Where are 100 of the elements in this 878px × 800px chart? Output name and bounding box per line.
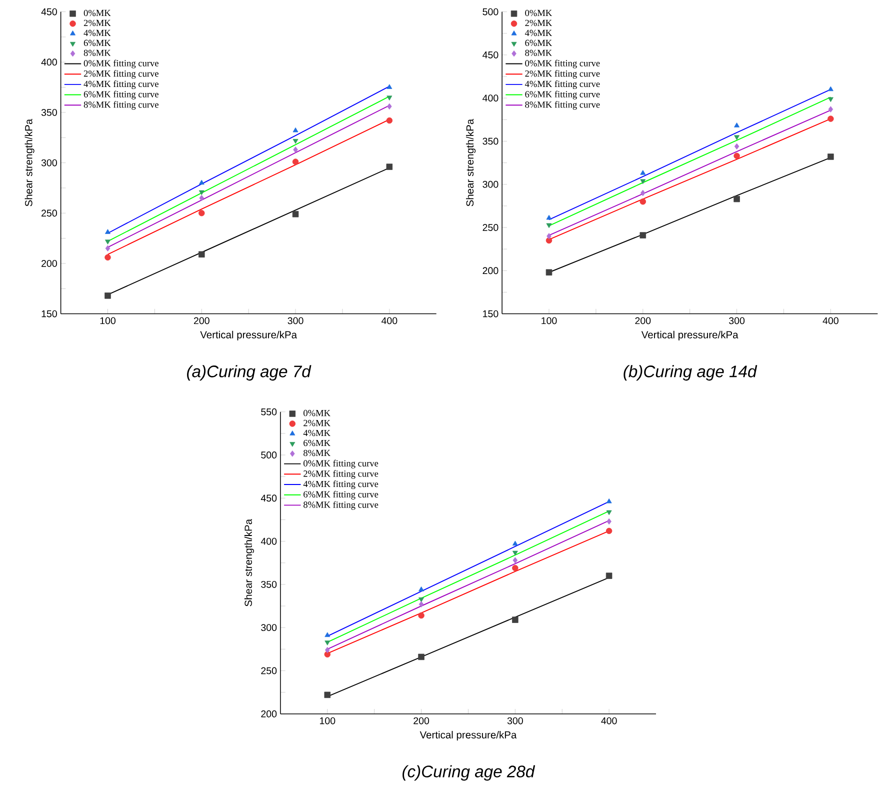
y-tick-label: 250 <box>42 210 57 217</box>
point <box>546 214 552 220</box>
point <box>734 135 740 140</box>
point <box>828 154 834 160</box>
y-tick-label: 500 <box>261 451 277 458</box>
y-axis-title: Shear strength/kPa <box>244 518 254 606</box>
legend-label: 6%MK fitting curve <box>525 90 600 100</box>
point <box>828 106 834 112</box>
legend-label: 0%MK <box>304 410 330 416</box>
legend-label: 4%MK <box>84 30 111 36</box>
x-tick-label: 200 <box>414 717 430 724</box>
legend-label: 6%MK fitting curve <box>84 90 158 100</box>
point <box>606 528 612 534</box>
legend-label: 0%MK fitting curve <box>84 60 158 68</box>
point <box>324 651 331 658</box>
point <box>640 232 646 238</box>
point <box>418 586 424 592</box>
legend-label: 4%MK fitting curve <box>84 80 158 89</box>
point <box>512 616 518 623</box>
y-tick-label: 300 <box>261 624 277 631</box>
point <box>386 164 393 170</box>
legend-label: 8%MK <box>304 450 330 456</box>
y-tick-label: 200 <box>42 260 57 267</box>
point <box>387 103 392 110</box>
x-tick-label: 100 <box>320 717 336 724</box>
x-tick-label: 400 <box>601 717 617 724</box>
point <box>292 158 299 165</box>
point <box>640 190 646 196</box>
text: (b)Curing age 14d <box>624 365 758 381</box>
y-tick-label: 250 <box>261 667 277 674</box>
legend-label: 2%MK fitting curve <box>525 70 600 79</box>
point <box>828 97 834 102</box>
y-tick-label: 450 <box>41 8 57 16</box>
point <box>324 640 330 646</box>
point <box>324 646 330 654</box>
point <box>198 190 204 196</box>
text: (c)Curing age 28d <box>402 765 536 781</box>
y-tick-label: 250 <box>482 224 498 231</box>
x-tick-label: 100 <box>100 317 116 324</box>
legend-label: 4%MK fitting curve <box>303 480 378 489</box>
point <box>418 612 424 619</box>
legend-label: 0%MK fitting curve <box>525 60 600 68</box>
y-tick-label: 500 <box>482 8 498 16</box>
point <box>198 180 204 185</box>
x-tick-label: 300 <box>729 317 745 324</box>
point <box>386 96 392 100</box>
point <box>828 86 834 92</box>
x-tick-label: 200 <box>635 317 651 324</box>
y-tick-label: 550 <box>261 408 277 416</box>
point <box>104 292 111 299</box>
point <box>324 692 331 698</box>
x-tick-label: 200 <box>194 317 210 324</box>
point <box>640 198 646 205</box>
point <box>546 223 552 228</box>
point <box>105 245 110 252</box>
y-tick-label: 200 <box>261 710 277 718</box>
point <box>512 557 518 564</box>
y-tick-label: 400 <box>41 58 57 66</box>
point <box>546 269 552 276</box>
point <box>734 152 740 159</box>
point <box>418 654 424 660</box>
point <box>512 564 518 572</box>
y-tick-label: 200 <box>482 267 498 274</box>
point <box>734 196 740 202</box>
legend-label: 6%MK fitting curve <box>304 490 378 500</box>
point <box>198 210 205 216</box>
point <box>640 179 646 184</box>
point <box>198 251 205 258</box>
legend-label: 6%MK <box>304 440 330 446</box>
x-tick-label: 400 <box>381 317 398 324</box>
y-tick-label: 400 <box>260 538 277 545</box>
y-axis-title: Shear strength/kPa <box>466 118 476 206</box>
x-tick-label: 300 <box>507 717 523 724</box>
point <box>640 170 646 175</box>
legend-label: 8%MK <box>84 50 111 56</box>
x-tick-label: 300 <box>288 317 304 324</box>
legend-label: 6%MK <box>84 40 111 46</box>
y-tick-label: 400 <box>482 94 498 102</box>
point <box>546 232 552 240</box>
legend-label: 0%MK <box>84 10 111 16</box>
point <box>512 540 518 546</box>
y-tick-label: 150 <box>483 310 498 318</box>
y-tick-label: 350 <box>41 108 57 116</box>
legend-label: 2%MK <box>84 20 111 26</box>
x-tick-label: 100 <box>542 317 557 324</box>
legend-label: 0%MK <box>525 10 552 16</box>
point <box>292 210 299 218</box>
legend-label: 2%MK fitting curve <box>304 470 378 479</box>
y-axis-title: Shear strength/kPa <box>24 118 34 206</box>
point <box>418 597 424 602</box>
legend-label: 4%MK <box>303 430 330 436</box>
point <box>104 254 111 260</box>
x-axis-title: Vertical pressure/kPa <box>200 330 298 340</box>
y-tick-label: 300 <box>41 159 57 166</box>
legend-label: 2%MK fitting curve <box>84 70 158 79</box>
y-tick-label: 150 <box>42 310 57 318</box>
y-tick-label: 350 <box>482 138 498 145</box>
point <box>199 194 204 202</box>
y-tick-label: 450 <box>260 494 277 502</box>
point <box>734 122 740 128</box>
